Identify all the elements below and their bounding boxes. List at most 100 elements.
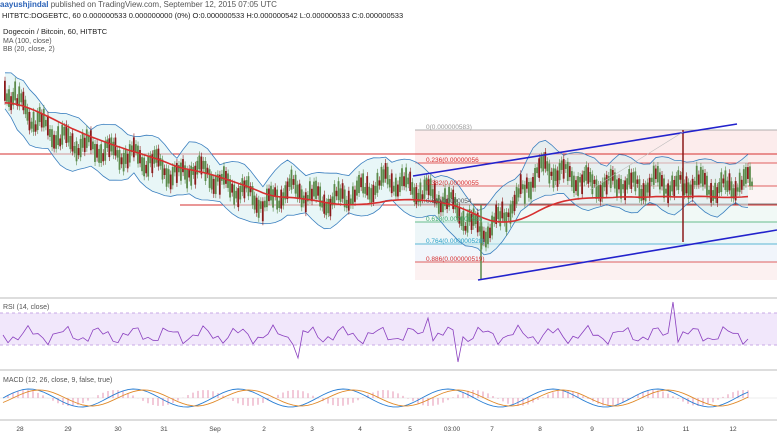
candle-body <box>177 165 180 173</box>
candle-body <box>474 215 477 225</box>
candle-body <box>63 126 66 136</box>
candle-body <box>431 189 434 198</box>
x-tick-label: Sep <box>209 426 221 433</box>
candle-body <box>552 168 555 188</box>
candle-body <box>77 148 80 156</box>
candle-body <box>593 179 596 184</box>
candle-body <box>693 180 696 185</box>
candle-body <box>595 179 598 199</box>
candle-body <box>12 91 14 106</box>
candle-body <box>44 119 47 127</box>
candle-body <box>507 212 510 217</box>
candle-body <box>366 176 369 196</box>
candle-body <box>468 209 471 222</box>
candle-body <box>599 185 602 202</box>
candle-body <box>597 184 600 197</box>
candle-body <box>69 136 72 150</box>
candle-body <box>577 176 579 196</box>
candle-body <box>392 185 395 192</box>
ma-label: MA (100, close) <box>3 38 52 45</box>
candle-body <box>437 194 440 214</box>
candle-body <box>738 172 741 193</box>
fib-label: 0.236(0.00000056 <box>426 157 479 164</box>
candle-body <box>523 184 526 204</box>
rsi-path <box>2 301 749 363</box>
candle-body <box>67 128 70 143</box>
channel-upper <box>412 123 738 177</box>
candle-body <box>87 135 90 143</box>
candle-body <box>292 179 295 185</box>
candle-body <box>701 169 704 187</box>
candle-body <box>40 113 43 128</box>
candle-body <box>333 184 336 205</box>
candle-body <box>675 175 678 187</box>
fib-label: 0.886(0.000000519) <box>426 256 485 263</box>
candle-body <box>210 175 213 190</box>
candle-body <box>667 183 669 204</box>
candle-body <box>337 181 340 201</box>
candle-body <box>734 181 737 201</box>
candle-body <box>376 172 379 193</box>
candle-body <box>259 201 262 209</box>
candle-body <box>550 171 553 176</box>
candle-body <box>687 182 690 199</box>
candle-body <box>556 170 559 187</box>
candle-body <box>433 183 436 204</box>
fib-band <box>415 262 777 280</box>
candle-body <box>96 144 98 158</box>
candle-body <box>448 186 450 207</box>
candle-body <box>75 141 78 162</box>
candle-body <box>182 159 184 173</box>
author-link[interactable]: aayushjindal <box>0 0 49 9</box>
candle-body <box>335 190 338 197</box>
candle-body <box>638 179 641 199</box>
candle-body <box>501 201 504 219</box>
candle-body <box>149 155 152 164</box>
candle-body <box>151 154 154 174</box>
candle-body <box>622 184 624 190</box>
candle-body <box>65 124 68 143</box>
candle-body <box>245 180 248 189</box>
candle-body <box>724 170 727 191</box>
candle-body <box>372 184 375 202</box>
candle-body <box>570 171 573 188</box>
candle-body <box>396 184 399 197</box>
candle-body <box>485 231 487 248</box>
candle-body <box>134 144 137 152</box>
candle-body <box>349 198 352 205</box>
candle-body <box>92 141 94 150</box>
fibonacci-bands <box>0 129 777 280</box>
candle-body <box>691 178 694 199</box>
candle-body <box>509 204 512 224</box>
candle-body <box>611 170 614 181</box>
fib-label: 0.764(0.000000528) <box>426 238 485 245</box>
candle-body <box>284 185 287 200</box>
candle-body <box>163 168 166 176</box>
x-tick-label: 8 <box>538 426 542 433</box>
candle-body <box>538 158 541 178</box>
candle-body <box>421 194 424 200</box>
candle-body <box>532 177 534 188</box>
candle-body <box>632 172 635 183</box>
candle-body <box>229 179 231 198</box>
candle-body <box>566 161 569 182</box>
channel-lower <box>477 229 777 281</box>
candle-body <box>630 172 633 189</box>
candle-body <box>390 173 393 194</box>
candle-body <box>636 179 639 184</box>
candle-body <box>579 177 581 183</box>
candle-body <box>744 167 747 184</box>
candle-body <box>157 148 160 167</box>
candle-body <box>628 169 631 185</box>
candle-body <box>296 184 299 199</box>
candle-body <box>306 194 309 202</box>
candle-body <box>511 200 514 214</box>
x-tick-label: 9 <box>590 426 594 433</box>
candle-body <box>542 156 545 172</box>
x-tick-label: 28 <box>16 426 24 433</box>
candle-body <box>658 172 661 190</box>
candle-body <box>112 141 115 156</box>
candle-body <box>356 180 358 196</box>
candle-body <box>380 166 383 186</box>
candle-body <box>141 157 143 172</box>
